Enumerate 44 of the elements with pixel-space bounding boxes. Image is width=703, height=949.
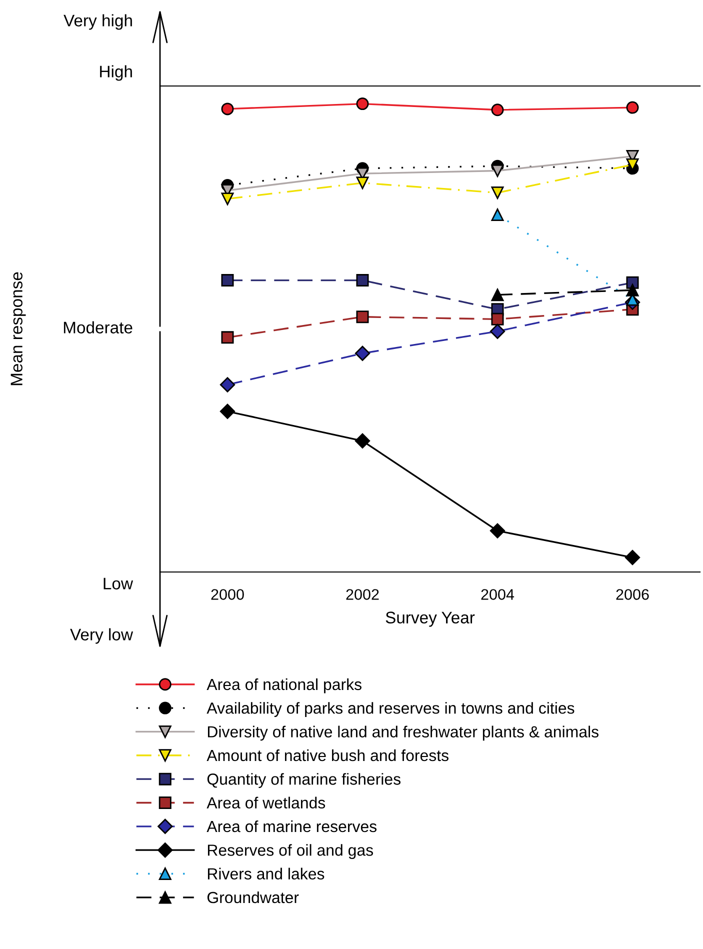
point: [354, 346, 370, 361]
point: [491, 288, 504, 302]
point: [626, 101, 639, 114]
point: [221, 331, 234, 344]
point: [221, 274, 234, 287]
point: [490, 523, 506, 538]
point: [624, 550, 640, 566]
point: [220, 377, 236, 392]
legend-label: Rivers and lakes: [208, 868, 324, 880]
point: [356, 274, 369, 287]
point: [221, 192, 234, 206]
text: Very low: [70, 628, 134, 644]
point: [491, 186, 504, 199]
point: [220, 404, 236, 419]
legend-label: Area of wetlands: [206, 796, 326, 808]
legend-label: Availability of parks and reserves in towns and cities: [206, 702, 574, 717]
x-tick-label: 2002: [346, 589, 379, 600]
point: [491, 104, 504, 116]
text: High: [100, 65, 132, 81]
point: [626, 284, 639, 296]
point: [221, 102, 234, 116]
x-axis-title: Survey Year: [386, 612, 475, 627]
legend-label: Area of national parks: [206, 678, 362, 694]
legend-label: Groundwater: [207, 891, 299, 904]
x-tick-label: 2000: [211, 589, 244, 600]
legend-label: Quantity of marine fisheries: [207, 773, 400, 788]
point: [356, 176, 369, 190]
point: [354, 433, 370, 448]
point: [491, 164, 504, 177]
text: Mean response: [10, 272, 26, 386]
point: [490, 324, 506, 339]
point: [491, 312, 504, 326]
legend-label: Reserves of oil and gas: [208, 844, 374, 859]
point: [491, 208, 504, 222]
point: [356, 310, 369, 324]
x-tick-label: 2006: [616, 589, 649, 600]
point: [356, 98, 369, 110]
text: Very high: [64, 14, 132, 30]
legend-label: Amount of native bush and forests: [206, 749, 448, 762]
legend-label: Area of marine reserves: [206, 820, 377, 832]
text: Low: [104, 578, 134, 590]
x-tick-label: 2004: [481, 589, 514, 600]
legend-label: Diversity of native land and freshwater plants & animals: [208, 726, 598, 741]
text: Moderate: [64, 321, 132, 334]
